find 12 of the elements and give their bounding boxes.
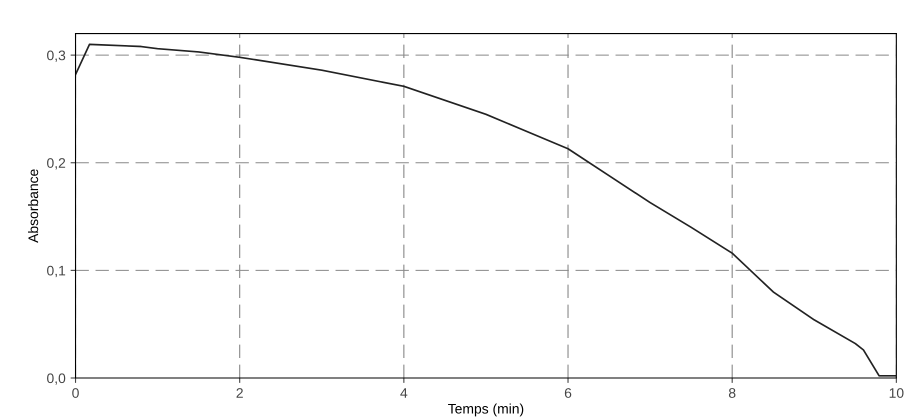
y-tick-label: 0,3 <box>47 50 66 62</box>
y-tick-label: 0,1 <box>47 266 66 278</box>
x-tick-label: 10 <box>890 388 904 398</box>
x-tick-label: 2 <box>236 388 243 398</box>
y-axis-title: Absorbance <box>28 169 38 243</box>
x-tick-label: 8 <box>728 388 736 398</box>
x-axis-title: Temps (min) <box>448 403 524 416</box>
x-tick-label: 6 <box>564 388 572 398</box>
y-tick-label: 0,0 <box>47 373 66 385</box>
y-tick-label: 0,2 <box>47 158 66 170</box>
x-tick-label: 0 <box>72 388 79 398</box>
x-tick-label: 4 <box>400 388 408 398</box>
